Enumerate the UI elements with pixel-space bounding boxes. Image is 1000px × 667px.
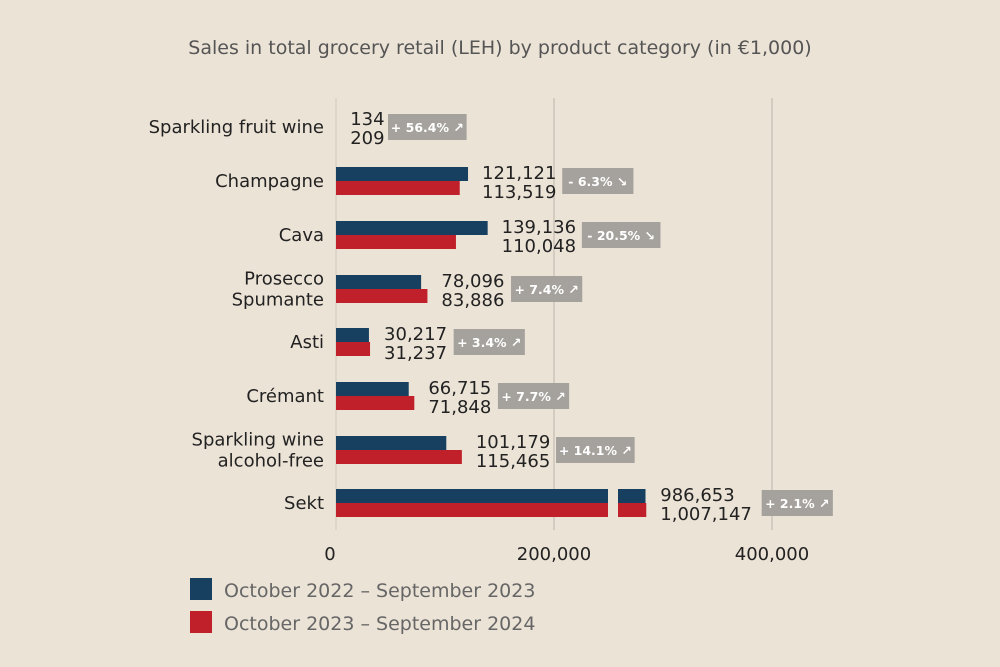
legend-item: October 2022 – September 2023 <box>190 578 535 602</box>
change-badge <box>511 276 583 302</box>
value-label: 110,048 <box>502 236 576 257</box>
change-badge-text: + 7.4% ↗ <box>514 282 578 297</box>
change-badge-text: + 3.4% ↗ <box>457 335 521 350</box>
category-label: Cava <box>279 225 324 246</box>
change-badge <box>453 329 525 355</box>
change-badge-text: + 2.1% ↗ <box>765 496 829 511</box>
category-label: Champagne <box>215 171 324 192</box>
category-label: Crémant <box>246 386 324 407</box>
x-tick-label: 200,000 <box>517 544 591 565</box>
bar <box>336 289 428 303</box>
change-badge-text: - 6.3% ↘ <box>568 174 627 189</box>
bar <box>336 342 371 356</box>
bar-tail <box>618 503 647 517</box>
value-label: 1,007,147 <box>660 504 752 525</box>
change-badge-text: - 20.5% ↘ <box>587 228 655 243</box>
value-label: 31,237 <box>384 343 447 364</box>
change-badge <box>497 383 570 409</box>
bar-tail <box>618 489 646 503</box>
change-badge <box>562 168 634 194</box>
legend: October 2022 – September 2023 October 202… <box>190 578 535 635</box>
value-label: 101,179 <box>476 432 550 453</box>
x-axis-ticks: 0 200,000 400,000 <box>324 544 809 565</box>
value-label: 78,096 <box>441 271 504 292</box>
change-badge-text: + 14.1% ↗ <box>559 443 632 458</box>
value-label: 83,886 <box>441 290 504 311</box>
chart-title: Sales in total grocery retail (LEH) by p… <box>188 37 811 59</box>
bar <box>336 181 460 195</box>
value-label: 71,848 <box>428 397 491 418</box>
bar <box>336 328 369 342</box>
bar <box>336 382 409 396</box>
legend-item: October 2023 – September 2024 <box>190 611 535 635</box>
bar <box>336 275 422 289</box>
value-label: 113,519 <box>482 182 556 203</box>
bar <box>336 489 608 503</box>
value-label: 66,715 <box>428 378 491 399</box>
legend-label: October 2022 – September 2023 <box>224 580 535 602</box>
bar <box>336 436 447 450</box>
category-label: Prosecco <box>244 269 324 290</box>
category-label: alcohol-free <box>218 451 324 472</box>
value-label: 115,465 <box>476 451 550 472</box>
value-label: 30,217 <box>384 324 447 345</box>
category-label: Spumante <box>232 290 324 311</box>
category-label: Sekt <box>284 493 324 514</box>
category-label: Sparkling wine <box>192 430 324 451</box>
change-badge <box>556 437 635 463</box>
value-label: 134 <box>350 109 384 130</box>
legend-label: October 2023 – September 2024 <box>224 613 535 635</box>
legend-swatch <box>190 578 212 600</box>
bar <box>336 450 462 464</box>
change-badge <box>388 114 467 140</box>
change-badge-text: + 56.4% ↗ <box>391 120 464 135</box>
category-label: Asti <box>290 332 324 353</box>
value-label: 139,136 <box>502 217 576 238</box>
bar <box>336 396 415 410</box>
value-label: 986,653 <box>660 485 734 506</box>
bar <box>336 235 456 249</box>
change-badge <box>761 490 833 516</box>
bar <box>336 503 608 517</box>
bar <box>336 167 469 181</box>
category-label: Sparkling fruit wine <box>149 117 324 138</box>
bar <box>336 221 488 235</box>
value-label: 209 <box>350 128 384 149</box>
value-label: 121,121 <box>482 163 556 184</box>
x-tick-label: 0 <box>324 544 335 565</box>
change-badge <box>581 222 661 248</box>
legend-swatch <box>190 611 212 633</box>
change-badge-text: + 7.7% ↗ <box>501 389 565 404</box>
x-tick-label: 400,000 <box>735 544 809 565</box>
